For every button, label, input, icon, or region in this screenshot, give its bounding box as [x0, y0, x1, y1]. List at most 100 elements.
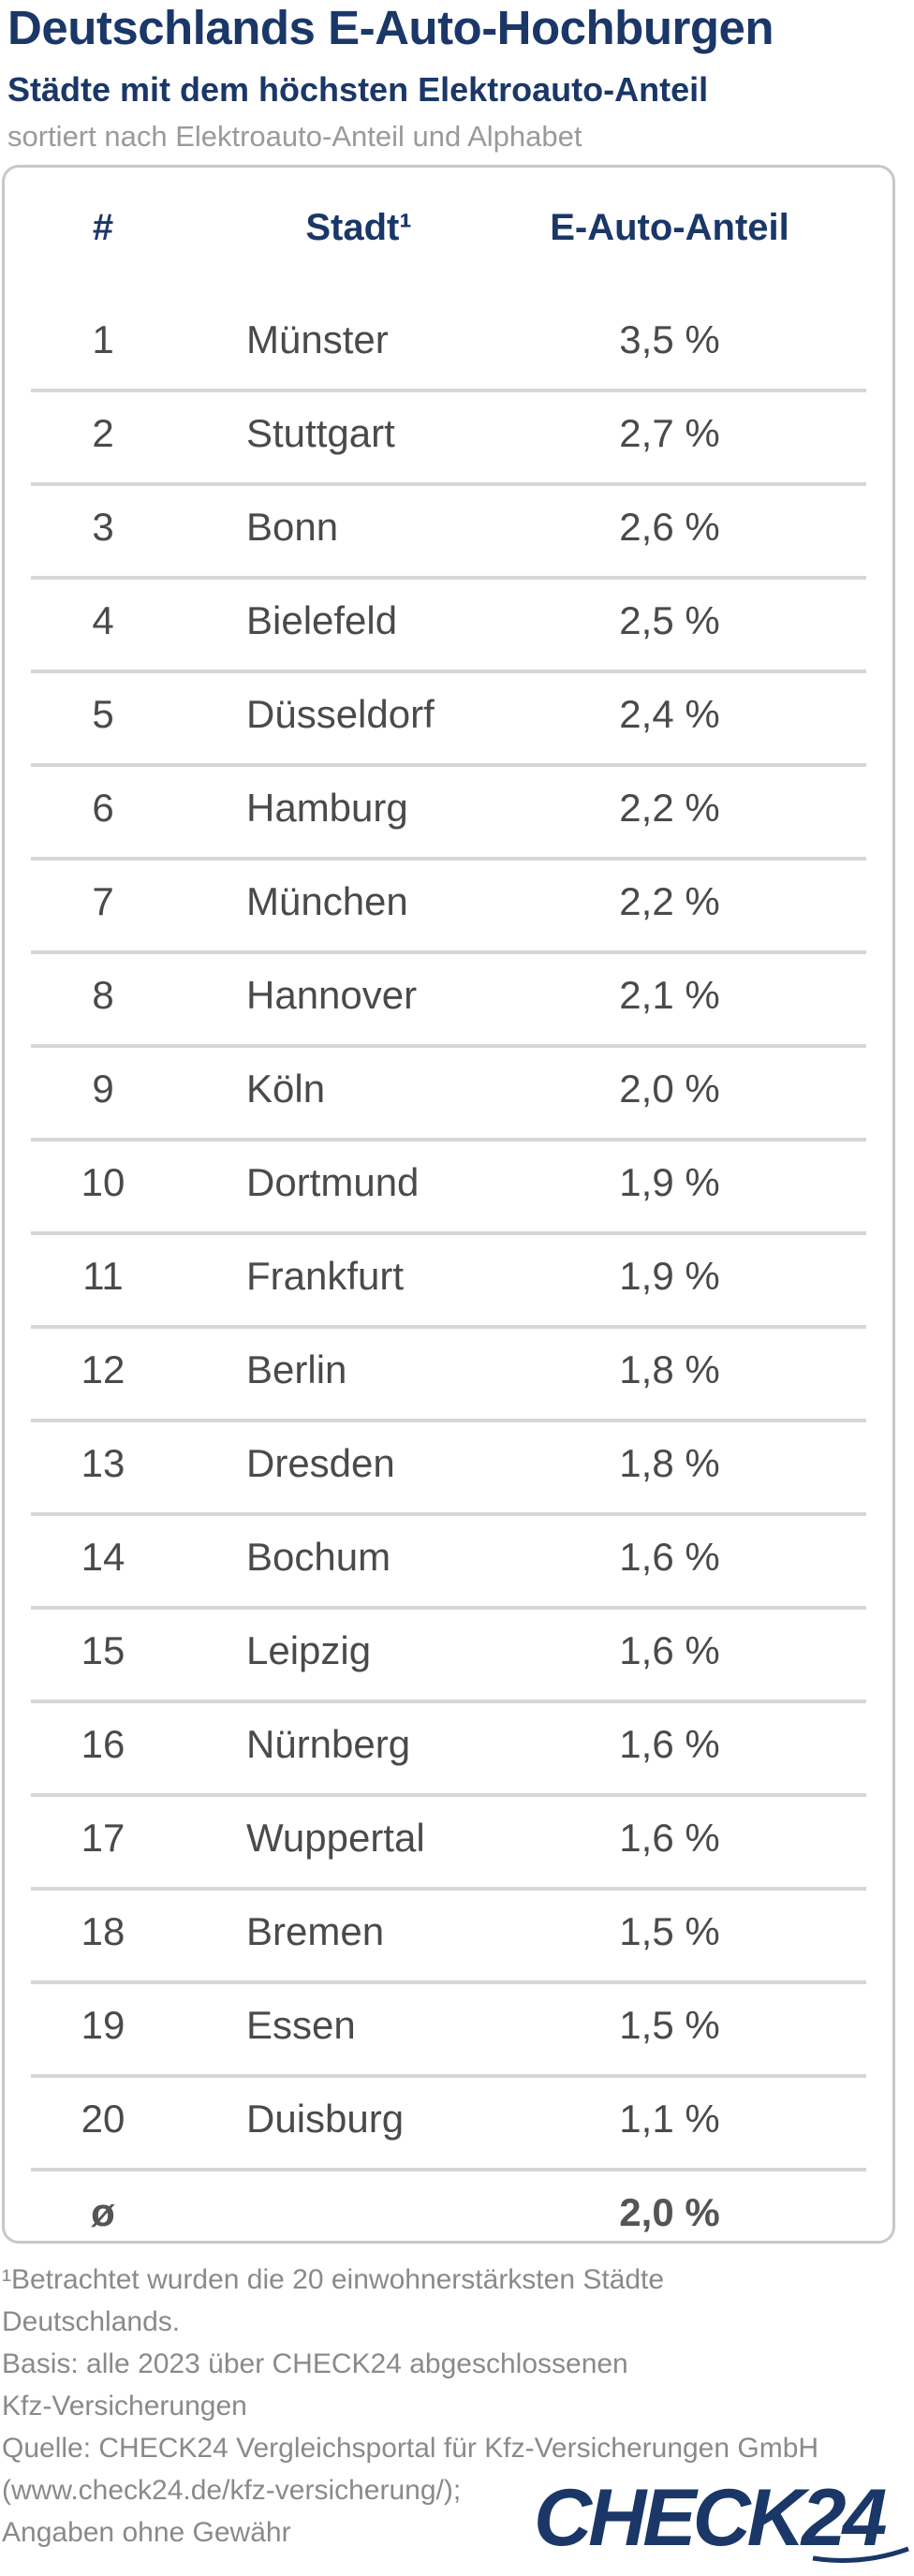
rank-cell: 10	[81, 1160, 125, 1204]
share-cell: 1,6 %	[619, 1628, 720, 1672]
row-divider	[31, 1419, 866, 1422]
row-divider	[31, 576, 866, 580]
table-row: 4 Bielefeld 2,5 %	[5, 580, 892, 673]
footnote-line: (www.check24.de/kfz-versicherung/);	[2, 2475, 462, 2506]
row-divider	[31, 482, 866, 486]
share-cell: 2,2 %	[619, 879, 720, 923]
row-divider	[31, 1044, 866, 1048]
city-cell: Hannover	[246, 973, 418, 1017]
rank-cell: 15	[81, 1628, 125, 1672]
row-divider	[31, 1700, 866, 1703]
row-divider	[31, 2074, 866, 2078]
rank-cell: 14	[81, 1535, 125, 1579]
table-row: 10 Dortmund 1,9 %	[5, 1141, 892, 1235]
page-title: Deutschlands E-Auto-Hochburgen	[7, 1, 774, 54]
footnote: ¹Betrachtet wurden die 20 einwohnerstärk…	[2, 2259, 901, 2554]
average-symbol: ø	[91, 2190, 115, 2234]
rank-cell: 11	[82, 1254, 124, 1298]
table-row: 7 München 2,2 %	[5, 861, 892, 954]
table-header: # Stadt¹ E-Auto-Anteil	[5, 207, 892, 263]
city-cell: Nürnberg	[246, 1722, 411, 1766]
city-cell: Bonn	[246, 505, 339, 549]
rank-cell: 19	[81, 2003, 125, 2047]
rank-cell: 9	[92, 1067, 114, 1111]
city-cell: Köln	[246, 1067, 326, 1111]
rank-cell: 20	[81, 2097, 125, 2141]
city-cell: Wuppertal	[246, 1816, 425, 1860]
table-row: 1 Münster 3,5 %	[5, 299, 892, 392]
table-row: 15 Leipzig 1,6 %	[5, 1610, 892, 1703]
share-cell: 1,1 %	[619, 2097, 720, 2141]
city-cell: Stuttgart	[246, 411, 395, 455]
rank-cell: 1	[92, 317, 114, 361]
table-row: 13 Dresden 1,8 %	[5, 1422, 892, 1516]
rank-cell: 18	[81, 1909, 125, 1953]
svg-text:CHECK24: CHECK24	[534, 2473, 887, 2563]
page-subtitle: Städte mit dem höchsten Elektroauto-Ante…	[7, 70, 709, 109]
table-row: 6 Hamburg 2,2 %	[5, 767, 892, 861]
share-cell: 2,5 %	[619, 598, 720, 642]
city-cell: Essen	[246, 2003, 356, 2047]
share-cell: 1,5 %	[619, 2003, 720, 2047]
city-cell: Münster	[246, 317, 389, 361]
table-row: 11 Frankfurt 1,9 %	[5, 1235, 892, 1329]
row-divider	[31, 1887, 866, 1891]
table-row: 12 Berlin 1,8 %	[5, 1329, 892, 1422]
city-cell: Bochum	[246, 1535, 391, 1579]
rank-cell: 17	[81, 1816, 125, 1860]
rank-cell: 4	[92, 598, 114, 642]
check24-logo: CHECK24	[534, 2473, 909, 2563]
table-body: 1 Münster 3,5 % 2 Stuttgart 2,7 % 3 Bonn 2,6 % 4 B…	[5, 299, 892, 2265]
city-cell: Berlin	[246, 1347, 347, 1391]
row-divider	[31, 1231, 866, 1235]
share-cell: 3,5 %	[619, 317, 720, 361]
rank-cell: 6	[92, 786, 114, 830]
footnote-line: ¹Betrachtet wurden die 20 einwohnerstärk…	[2, 2264, 665, 2295]
rank-cell: 12	[81, 1347, 125, 1391]
average-row: ø 2,0 %	[5, 2171, 892, 2265]
table-row: 18 Bremen 1,5 %	[5, 1891, 892, 1984]
share-cell: 1,5 %	[619, 1909, 720, 1953]
row-divider	[31, 670, 866, 673]
share-cell: 2,2 %	[619, 786, 720, 830]
row-divider	[31, 1325, 866, 1329]
rank-cell: 16	[81, 1722, 125, 1766]
row-divider	[31, 857, 866, 861]
share-cell: 1,6 %	[619, 1816, 720, 1860]
table-row: 9 Köln 2,0 %	[5, 1048, 892, 1141]
share-cell: 2,4 %	[619, 692, 720, 736]
rank-cell: 2	[92, 411, 114, 455]
share-cell: 1,6 %	[619, 1535, 720, 1579]
table-row: 16 Nürnberg 1,6 %	[5, 1703, 892, 1797]
share-cell: 1,9 %	[619, 1254, 720, 1298]
city-cell: Hamburg	[246, 786, 408, 830]
city-cell: Düsseldorf	[246, 692, 435, 736]
share-cell: 2,7 %	[619, 411, 720, 455]
city-cell: München	[246, 879, 408, 923]
table-row: 14 Bochum 1,6 %	[5, 1516, 892, 1610]
row-divider	[31, 1793, 866, 1797]
rank-cell: 7	[92, 879, 114, 923]
city-cell: Duisburg	[246, 2097, 405, 2141]
sort-note: sortiert nach Elektroauto-Anteil und Alp…	[7, 120, 582, 153]
share-cell: 1,8 %	[619, 1441, 720, 1485]
column-header-city: Stadt¹	[305, 207, 412, 248]
city-cell: Dortmund	[246, 1160, 420, 1204]
row-divider	[31, 950, 866, 954]
table-row: 20 Duisburg 1,1 %	[5, 2078, 892, 2171]
column-header-rank: #	[92, 207, 114, 248]
share-cell: 2,0 %	[619, 1067, 720, 1111]
city-cell: Bremen	[246, 1909, 385, 1953]
footnote-line: Deutschlands.	[2, 2306, 181, 2337]
share-cell: 1,8 %	[619, 1347, 720, 1391]
city-cell: Leipzig	[246, 1628, 372, 1672]
table-row: 8 Hannover 2,1 %	[5, 954, 892, 1048]
row-divider	[31, 1512, 866, 1516]
row-divider	[31, 763, 866, 767]
rank-cell: 8	[92, 973, 114, 1017]
row-divider	[31, 2168, 866, 2171]
table-row: 3 Bonn 2,6 %	[5, 486, 892, 580]
row-divider	[31, 389, 866, 392]
table-row: 5 Düsseldorf 2,4 %	[5, 673, 892, 767]
footnote-line: Angaben ohne Gewähr	[2, 2517, 291, 2548]
